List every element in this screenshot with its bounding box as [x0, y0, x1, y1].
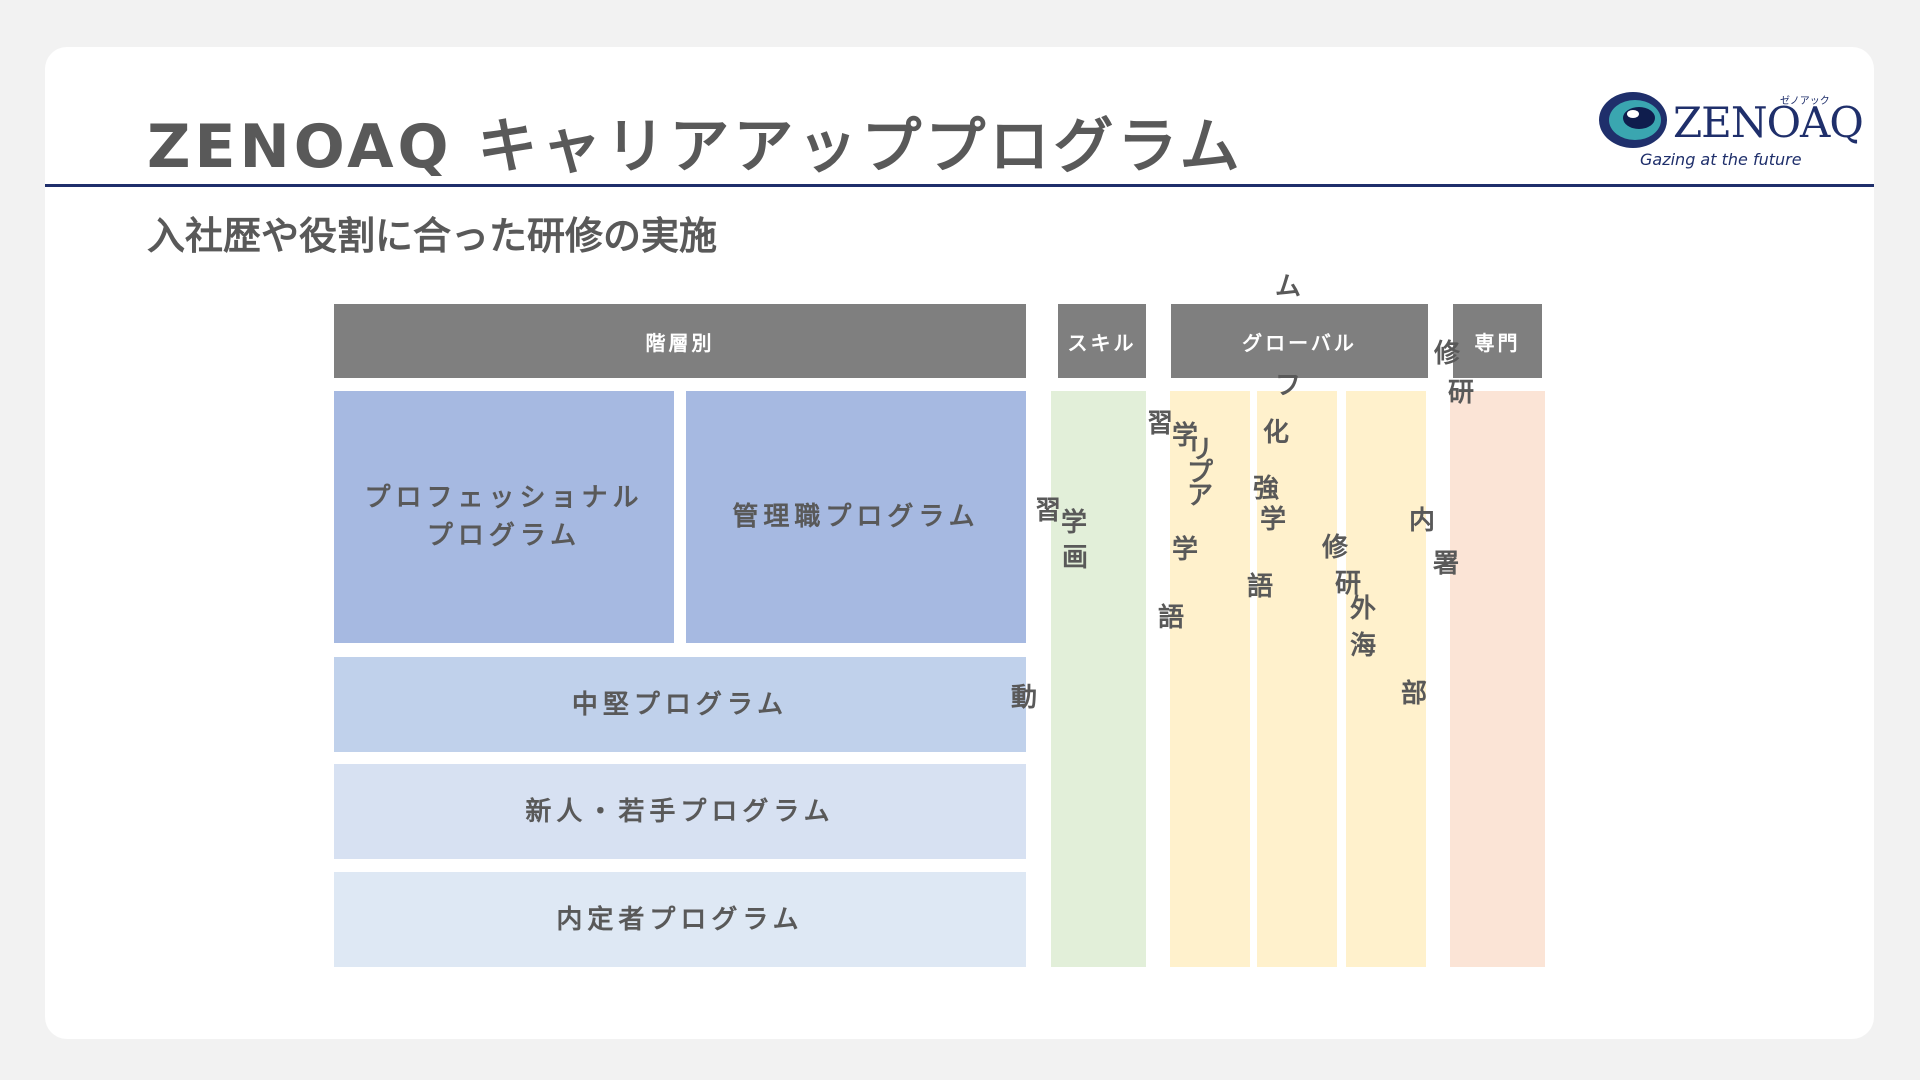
global-fragment: 強 — [1253, 474, 1280, 504]
skill-column — [1051, 391, 1146, 967]
program-management: 管理職プログラム — [686, 391, 1026, 643]
category-header-skill: スキル — [1058, 304, 1146, 378]
global-fragment: ア — [1187, 481, 1214, 511]
global-fragment: 内 — [1409, 506, 1436, 536]
skill-fragment: 学 — [1061, 508, 1088, 538]
global-fragment: 化 — [1263, 418, 1290, 448]
specialist-fragment: 修 — [1434, 339, 1461, 369]
global-fragment: 学 — [1172, 421, 1199, 451]
title-divider — [45, 184, 1874, 187]
global-fragment: リ — [1187, 435, 1214, 465]
global-fragment: ム — [1275, 272, 1302, 302]
program-midcareer: 中堅プログラム — [334, 657, 1026, 752]
logo-wordmark: ZENOAQ — [1673, 98, 1864, 147]
skill-fragment: 画 — [1062, 543, 1089, 573]
category-header-specialist: 専門 — [1453, 304, 1542, 378]
program-professional: プロフェッショナルプログラム — [334, 391, 674, 643]
global-fragment: 研 — [1335, 569, 1362, 599]
page-subtitle: 入社歴や役割に合った研修の実施 — [147, 214, 718, 258]
global-fragment: 外 — [1350, 594, 1377, 624]
program-offer: 内定者プログラム — [334, 872, 1026, 967]
global-fragment: 習 — [1147, 409, 1174, 439]
company-logo: ゼノアック ZENOAQ Gazing at the future — [1595, 88, 1864, 178]
specialist-column — [1450, 391, 1545, 967]
specialist-fragment: 署 — [1433, 549, 1460, 579]
global-fragment: 語 — [1158, 603, 1185, 633]
logo-eye-icon — [1599, 92, 1667, 148]
global-fragment: プ — [1187, 458, 1214, 488]
category-header-hierarchy: 階層別 — [334, 304, 1026, 378]
program-newcomer: 新人・若手プログラム — [334, 764, 1026, 859]
logo-tagline: Gazing at the future — [1640, 150, 1802, 169]
skill-fragment: 習 — [1035, 496, 1062, 526]
skill-fragment: 動 — [1011, 683, 1038, 713]
global-fragment: 学 — [1260, 505, 1287, 535]
specialist-fragment: 研 — [1448, 378, 1475, 408]
global-fragment: 語 — [1247, 572, 1274, 602]
page-title: ZENOAQ キャリアアッププログラム — [147, 112, 1244, 182]
global-fragment: 部 — [1401, 679, 1428, 709]
global-fragment: 学 — [1172, 535, 1199, 565]
category-header-global: グローバル — [1171, 304, 1428, 378]
logo-kana: ゼノアック — [1780, 96, 1830, 107]
global-column-3 — [1346, 391, 1426, 967]
global-column-2 — [1257, 391, 1337, 967]
global-fragment: 海 — [1350, 631, 1377, 661]
global-fragment: 修 — [1322, 533, 1349, 563]
global-fragment: フ — [1275, 371, 1302, 401]
global-column-1 — [1170, 391, 1250, 967]
